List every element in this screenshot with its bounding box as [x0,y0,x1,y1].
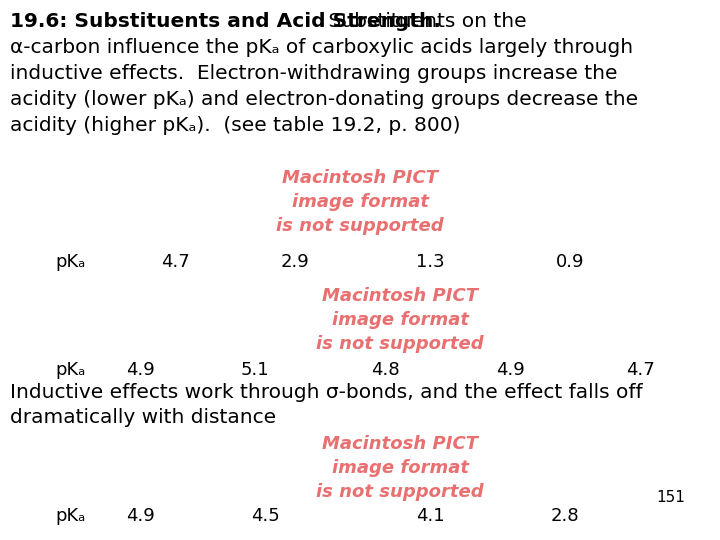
Text: 19.6: Substituents and Acid Strength.: 19.6: Substituents and Acid Strength. [10,12,441,31]
Text: Macintosh PICT
image format
is not supported: Macintosh PICT image format is not suppo… [316,435,484,501]
Text: 2.9: 2.9 [281,253,310,271]
Text: acidity (higher pKₐ).  (see table 19.2, p. 800): acidity (higher pKₐ). (see table 19.2, p… [10,116,461,135]
Text: dramatically with distance: dramatically with distance [10,408,276,427]
Text: pKₐ: pKₐ [55,507,85,525]
Text: pKₐ: pKₐ [55,253,85,271]
Text: Macintosh PICT
image format
is not supported: Macintosh PICT image format is not suppo… [316,287,484,353]
Text: α-carbon influence the pKₐ of carboxylic acids largely through: α-carbon influence the pKₐ of carboxylic… [10,38,633,57]
Text: pKₐ: pKₐ [55,361,85,379]
Text: 4.8: 4.8 [371,361,400,379]
Text: 151: 151 [656,490,685,505]
Text: 5.1: 5.1 [240,361,269,379]
Text: acidity (lower pKₐ) and electron-donating groups decrease the: acidity (lower pKₐ) and electron-donatin… [10,90,638,109]
Text: 4.9: 4.9 [495,361,524,379]
Text: 4.1: 4.1 [415,507,444,525]
Text: 4.7: 4.7 [626,361,654,379]
Text: Macintosh PICT
image format
is not supported: Macintosh PICT image format is not suppo… [276,170,444,234]
Text: 0.9: 0.9 [556,253,584,271]
Text: 4.9: 4.9 [125,507,154,525]
Text: 4.7: 4.7 [161,253,189,271]
Text: 4.9: 4.9 [125,361,154,379]
Text: Inductive effects work through σ-bonds, and the effect falls off: Inductive effects work through σ-bonds, … [10,383,643,402]
Text: 1.3: 1.3 [415,253,444,271]
Text: 2.8: 2.8 [551,507,580,525]
Text: 4.5: 4.5 [251,507,279,525]
Text: inductive effects.  Electron-withdrawing groups increase the: inductive effects. Electron-withdrawing … [10,64,618,83]
Text: Substituents on the: Substituents on the [322,12,526,31]
